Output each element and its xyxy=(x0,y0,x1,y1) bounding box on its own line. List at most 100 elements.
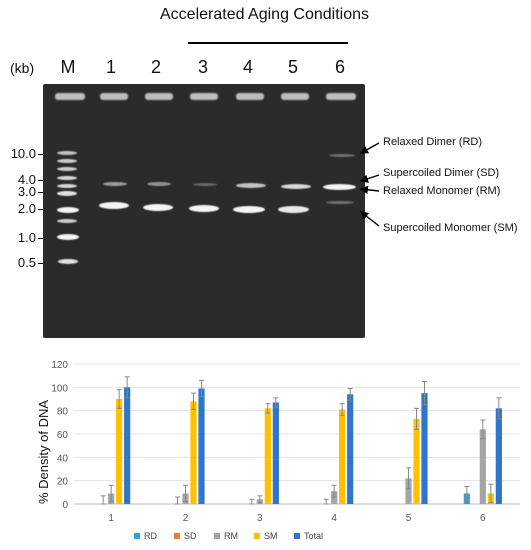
x-tick-label: 3 xyxy=(257,513,263,524)
rm-band xyxy=(323,184,356,190)
ladder-band xyxy=(58,259,78,264)
bar-total xyxy=(421,393,428,504)
annotation-arrows xyxy=(359,142,380,227)
bar-sm xyxy=(190,401,197,504)
sm-band xyxy=(326,201,354,204)
legend-label-rd: RD xyxy=(144,531,157,541)
ladder-band xyxy=(57,176,77,180)
ladder-band xyxy=(57,167,77,171)
sm-band xyxy=(189,205,219,212)
sd-arrow xyxy=(359,174,380,183)
rd-label: Relaxed Dimer (RD) xyxy=(383,136,483,148)
y-tick-label: 40 xyxy=(57,453,69,464)
density-bar-chart: 0 20 40 60 80 100 120 1 2 3 4 5 6 % Density of DNA R… xyxy=(36,360,520,541)
size-label-05: 0.5 xyxy=(17,255,36,270)
bar-sm xyxy=(413,418,420,504)
lane-label-6: 6 xyxy=(334,57,345,77)
legend-swatch-rd xyxy=(134,533,140,539)
bar-sm xyxy=(339,409,346,504)
size-tick xyxy=(38,192,46,193)
figure-title: Accelerated Aging Conditions xyxy=(160,6,370,23)
rm-arrow xyxy=(359,185,380,194)
gel-well xyxy=(145,93,173,100)
rd-arrow xyxy=(359,142,380,154)
y-tick-label: 80 xyxy=(57,407,69,418)
ladder-band xyxy=(57,184,77,188)
kb-unit-label: (kb) xyxy=(10,60,35,76)
size-label-3: 3.0 xyxy=(17,184,36,199)
ladder-band xyxy=(57,219,77,223)
legend-label-total: Total xyxy=(304,531,323,541)
ladder-band xyxy=(57,207,79,213)
y-axis-label: % Density of DNA xyxy=(36,400,51,504)
rm-band xyxy=(281,184,311,189)
bar-rm xyxy=(331,491,338,504)
size-tick xyxy=(38,263,46,264)
bar-sm xyxy=(264,408,271,504)
x-tick-label: 4 xyxy=(331,513,337,524)
sd-label: Supercoiled Dimer (SD) xyxy=(383,167,500,179)
rd-band xyxy=(329,154,355,157)
y-tick-label: 20 xyxy=(57,477,69,488)
sm-arrow xyxy=(359,211,380,227)
rm-band xyxy=(193,183,217,186)
lane-label-1: 1 xyxy=(105,57,116,77)
sm-band xyxy=(278,206,309,213)
size-label-1: 1.0 xyxy=(17,230,36,245)
sm-band xyxy=(99,202,129,209)
legend-label-rm: RM xyxy=(224,531,238,541)
bar-total xyxy=(272,402,279,504)
size-label-4: 4.0 xyxy=(17,172,36,187)
gel-well xyxy=(190,93,218,100)
rm-label: Relaxed Monomer (RM) xyxy=(383,185,501,197)
legend-swatch-rm xyxy=(214,533,220,539)
sm-label: Supercoiled Monomer (SM) xyxy=(383,222,518,234)
legend-label-sd: SD xyxy=(184,531,197,541)
bar-total xyxy=(495,408,502,504)
gel-well xyxy=(281,93,309,100)
y-tick-label: 120 xyxy=(51,360,68,371)
rm-band xyxy=(236,183,266,188)
size-label-2: 2.0 xyxy=(17,201,36,216)
x-tick-label: 6 xyxy=(480,513,486,524)
lane-label-4: 4 xyxy=(242,57,253,77)
lane-label-5: 5 xyxy=(287,57,298,77)
lane-label-2: 2 xyxy=(150,57,161,77)
ladder-band xyxy=(57,151,77,155)
x-tick-label: 2 xyxy=(183,513,189,524)
size-tick xyxy=(38,180,46,181)
ladder-band xyxy=(57,234,79,240)
bar-total xyxy=(124,387,131,504)
sm-band xyxy=(143,204,173,211)
lane-label-m: M xyxy=(60,57,76,77)
bar-rm xyxy=(479,429,486,504)
gel-well xyxy=(236,93,264,100)
size-label-10: 10.0 xyxy=(10,146,36,161)
y-tick-label: 100 xyxy=(51,383,68,394)
gel-well xyxy=(55,93,85,100)
lane-label-3: 3 xyxy=(197,57,208,77)
legend-swatch-sm xyxy=(254,533,260,539)
legend-swatch-sd xyxy=(174,533,180,539)
gel-well xyxy=(100,93,128,100)
legend-label-sm: SM xyxy=(264,531,278,541)
size-tick xyxy=(38,238,46,239)
gel-image xyxy=(43,84,365,338)
ladder-band xyxy=(57,191,77,196)
size-tick xyxy=(38,209,46,210)
conditions-bracket-line xyxy=(188,42,348,44)
bar-rm xyxy=(405,478,412,504)
ladder-band xyxy=(57,159,77,163)
bar-total xyxy=(198,388,205,504)
y-tick-label: 60 xyxy=(57,430,69,441)
y-tick-label: 0 xyxy=(62,500,68,511)
rm-band xyxy=(103,182,127,186)
bar-total xyxy=(347,394,354,504)
gel-well xyxy=(326,93,356,100)
rm-band xyxy=(147,182,171,186)
x-tick-label: 1 xyxy=(108,513,114,524)
bar-sm xyxy=(116,399,123,504)
x-tick-label: 5 xyxy=(406,513,412,524)
legend-swatch-total xyxy=(294,533,300,539)
size-tick xyxy=(38,154,46,155)
